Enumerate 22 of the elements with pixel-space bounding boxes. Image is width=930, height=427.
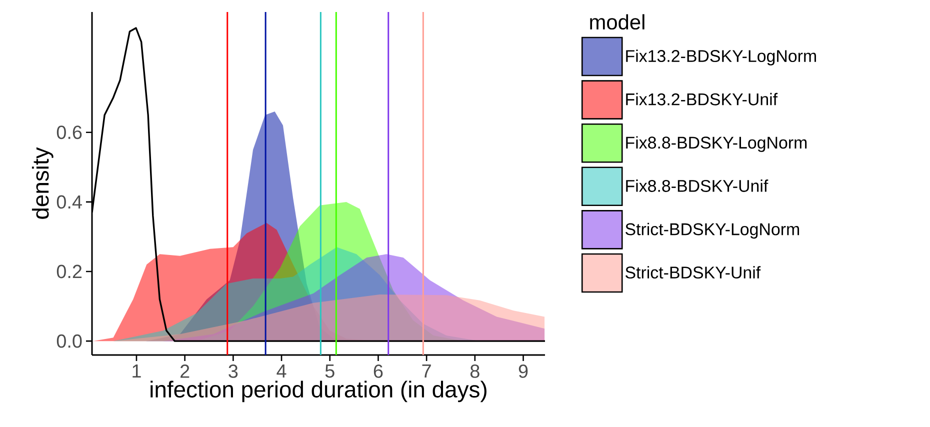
y-tick-label: 0.0 — [56, 334, 82, 348]
x-tick-label: 8 — [470, 364, 480, 378]
x-tick-label: 6 — [374, 364, 383, 378]
x-tick-label: 1 — [132, 364, 141, 378]
x-tick-label: 9 — [518, 364, 528, 378]
legend-label: Fix8.8-BDSKY-Unif — [626, 180, 768, 192]
legend-label: Fix13.2-BDSKY-Unif — [626, 92, 778, 106]
x-tick-label: 3 — [228, 364, 238, 378]
legend-label: Strict-BDSKY-Unif — [626, 266, 761, 279]
y-axis-title: density — [32, 147, 54, 219]
x-tick-label: 2 — [180, 364, 190, 378]
x-tick-label: 5 — [325, 364, 334, 378]
legend-label: Strict-BDSKY-LogNorm — [626, 222, 800, 239]
x-tick-label: 7 — [422, 364, 431, 378]
x-tick-label: 4 — [276, 364, 286, 378]
y-tick-label: 0.2 — [56, 264, 82, 278]
y-tick-label: 0.6 — [56, 126, 82, 140]
x-axis-title: infection period duration (in days) — [150, 380, 486, 402]
y-tick-label: 0.4 — [56, 195, 82, 209]
legend-label: Fix13.2-BDSKY-LogNorm — [626, 50, 816, 66]
legend-label: Fix8.8-BDSKY-LogNorm — [626, 136, 807, 152]
legend-title: model — [590, 14, 644, 30]
